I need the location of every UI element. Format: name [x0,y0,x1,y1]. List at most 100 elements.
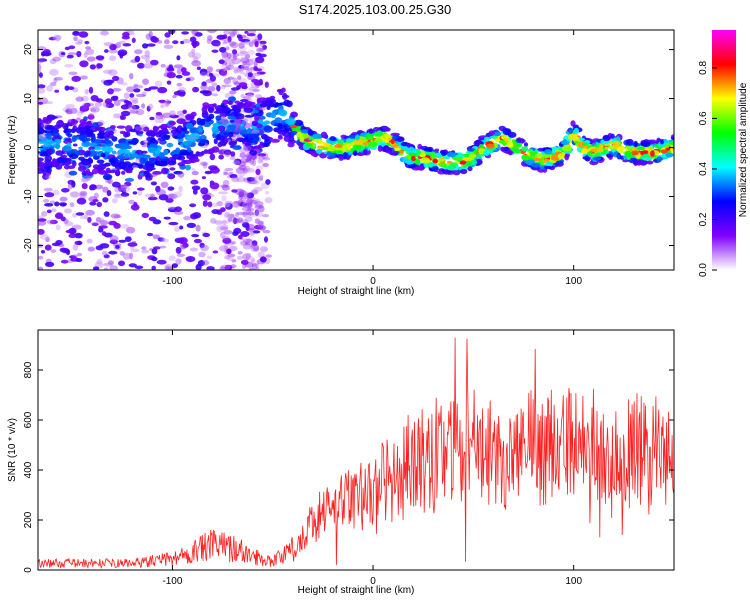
heatmap-cell [146,43,156,47]
heatmap-cell [229,174,238,179]
heatmap-cell [76,117,81,121]
heatmap-cell [498,140,506,144]
heatmap-cell [270,112,277,119]
heatmap-cell [238,35,243,42]
heatmap-cell [223,149,232,155]
heatmap-cell [169,114,179,119]
heatmap-cell [227,131,234,138]
heatmap-cell [69,255,76,259]
heatmap-cell [248,199,258,205]
heatmap-cell [580,148,589,154]
heatmap-cell [265,179,271,185]
heatmap-cell [240,71,246,75]
heatmap-cell [582,142,590,146]
snr-xtick-label: 0 [370,576,376,587]
heatmap-cell [113,95,119,101]
heatmap-cell [228,141,237,146]
heatmap-cell [96,159,105,164]
heatmap-cell [248,267,254,270]
heatmap-cell [236,102,244,109]
heatmap-cell [43,101,54,105]
heatmap-cell [121,170,126,175]
heatmap-cell [71,160,77,167]
heatmap-cell [374,138,383,143]
heatmap-cell [258,175,264,181]
heatmap-cell [173,170,183,175]
heatmap-cell [122,43,132,47]
heatmap-cell [218,68,228,76]
heatmap-cell [231,218,241,224]
heatmap-cell [254,201,264,207]
heatmap-cell [160,237,166,242]
heatmap-cell [308,136,315,141]
heatmap-cell [148,147,158,152]
heatmap-cell [243,192,252,200]
heatmap-cell [63,164,70,170]
heatmap-cell [160,63,166,68]
heatmap-cell [243,199,247,204]
heatmap-cell [67,182,73,190]
heatmap-cell [87,114,95,120]
heatmap-cell [85,168,91,174]
heatmap-cell [109,265,118,270]
heatmap-cell [148,30,153,38]
heatmap-cell [168,255,176,262]
heatmap-cell [176,133,186,138]
heatmap-cell [174,206,182,212]
heatmap-cell [60,259,69,264]
heatmap-cell [305,143,313,147]
heatmap-cell [246,177,255,182]
heatmap-cell [141,142,148,148]
heatmap-cell [120,192,130,197]
snr-frame [37,329,675,571]
heatmap-cell [166,193,176,199]
heatmap-cell [199,139,208,144]
heatmap-cell [57,119,64,124]
heatmap-cell [281,131,291,137]
heatmap-cell [189,203,197,208]
heatmap-cell [253,66,258,71]
heatmap-cell [241,63,246,70]
heatmap-cell [131,99,139,104]
heatmap-cell [233,67,239,72]
heatmap-cell [128,199,135,205]
heatmap-cell [133,201,138,207]
heatmap-cell [568,127,573,135]
heatmap-cell [524,142,528,148]
heatmap-cell [39,152,48,157]
heatmap-cell [46,209,52,214]
heatmap-cell [656,156,663,163]
heatmap-cell [255,205,261,210]
heatmap-cell [537,152,543,159]
heatmap-cell [446,160,453,164]
heatmap-cell [208,150,214,155]
heatmap-cell [264,100,274,107]
heatmap-cell [143,88,152,92]
heatmap-cell [338,155,344,161]
heatmap-cell [235,167,246,174]
heatmap-cell [221,236,231,240]
heatmap-cell [242,167,248,174]
heatmap-cell [176,68,182,75]
heatmap-cell [485,143,495,149]
heatmap-cell [240,231,250,237]
heatmap-cell [641,141,651,148]
heatmap-cell [384,147,393,154]
spectrogram-ylabel: Frequency (Hz) [7,116,18,185]
heatmap-cell [53,77,58,84]
heatmap-cell [129,93,135,98]
heatmap-cell [223,172,229,176]
heatmap-cell [97,120,105,126]
heatmap-cell [237,75,242,81]
heatmap-cell [220,118,229,125]
heatmap-cell [258,53,267,58]
heatmap-cell [362,149,368,156]
colorbar: 0.0 0.2 0.4 0.6 0.8 Normalized spectral ampl… [698,30,749,277]
heatmap-cell [197,127,203,133]
heatmap-cell [252,88,260,92]
heatmap-cell [148,86,159,90]
heatmap-cell [128,263,137,268]
heatmap-cell [242,61,247,66]
heatmap-cell [543,165,554,170]
heatmap-cell [93,126,104,131]
